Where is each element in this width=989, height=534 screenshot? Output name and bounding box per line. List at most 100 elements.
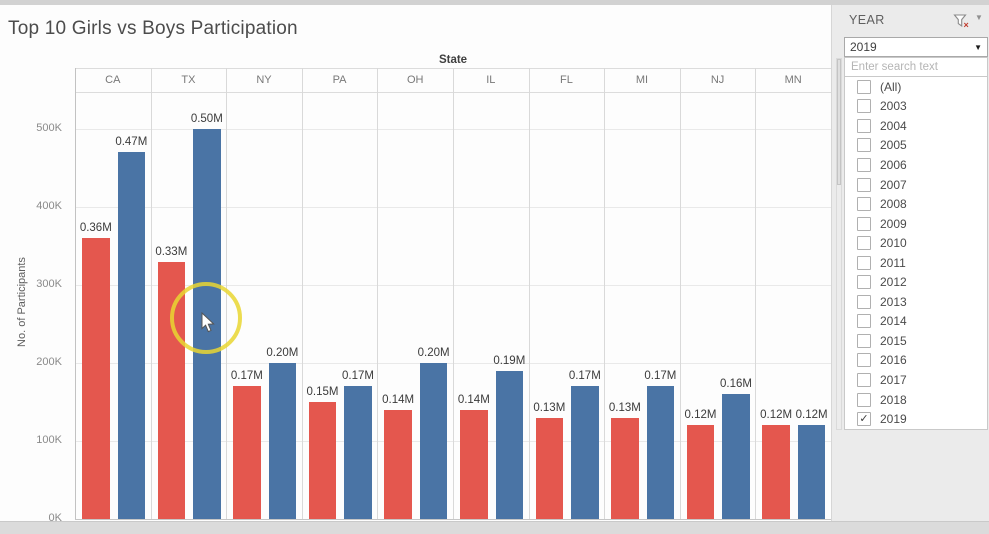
column-group-label: State <box>438 54 468 66</box>
bar-boys[interactable] <box>646 386 675 519</box>
year-checkbox[interactable]: ✓ <box>857 412 871 427</box>
year-checkbox[interactable] <box>857 99 871 114</box>
year-checkbox[interactable] <box>857 216 871 231</box>
year-checkbox[interactable] <box>857 372 871 387</box>
column-divider <box>377 68 379 519</box>
bar-boys[interactable] <box>722 394 750 519</box>
bar-boys[interactable] <box>419 363 448 519</box>
state-column-header: CA <box>105 74 121 86</box>
year-checkbox[interactable] <box>857 236 871 251</box>
bar-value-label: 0.17M <box>568 370 601 383</box>
y-axis-tick-label: 300K <box>36 278 62 290</box>
year-option-label: 2008 <box>880 197 907 212</box>
y-axis-tick-label: 500K <box>36 122 62 134</box>
year-dropdown-value: 2019 <box>850 40 877 54</box>
year-option-label: 2015 <box>880 333 907 348</box>
year-checkbox[interactable] <box>857 157 871 172</box>
bar-value-label: 0.17M <box>230 370 263 383</box>
filter-title: YEAR <box>849 13 885 27</box>
bar-girls[interactable] <box>308 402 337 519</box>
bar-value-label: 0.50M <box>190 113 223 125</box>
state-column-header: OH <box>406 74 424 86</box>
year-checkbox[interactable] <box>857 255 871 270</box>
year-option-label: 2013 <box>880 294 907 309</box>
year-option-row[interactable]: 2014 <box>845 312 987 332</box>
year-checkbox[interactable] <box>857 118 871 133</box>
column-divider <box>453 68 454 519</box>
year-option-row[interactable]: (All) <box>845 77 987 97</box>
year-option-label: 2006 <box>880 157 907 172</box>
filter-scrollbar[interactable] <box>836 58 842 430</box>
year-option-row[interactable]: 2009 <box>845 214 987 234</box>
bar-value-label: 0.14M <box>382 393 415 406</box>
year-option-row[interactable]: 2004 <box>845 116 987 136</box>
y-axis-tick-label: 200K <box>36 356 62 368</box>
y-axis-tick-label: 400K <box>36 200 62 212</box>
filter-exclude-icon[interactable]: × <box>953 13 970 29</box>
year-option-row[interactable]: 2015 <box>845 331 987 351</box>
year-option-row[interactable]: 2018 <box>845 390 987 410</box>
bar-girls[interactable] <box>82 238 110 519</box>
mouse-cursor <box>201 312 215 333</box>
year-checkbox[interactable] <box>857 138 871 153</box>
year-search-input[interactable] <box>844 57 988 77</box>
state-column-header: PA <box>332 74 347 86</box>
year-checkbox[interactable] <box>857 79 871 94</box>
bar-boys[interactable] <box>268 363 297 519</box>
bar-boys[interactable] <box>117 152 145 519</box>
year-checkbox[interactable] <box>857 314 871 329</box>
bar-girls[interactable] <box>535 417 564 519</box>
year-checkbox[interactable] <box>857 333 871 348</box>
state-column-header: TX <box>181 74 196 86</box>
bar-girls[interactable] <box>384 409 412 519</box>
year-option-label: 2009 <box>880 216 907 231</box>
bar-girls[interactable] <box>611 417 639 519</box>
year-option-row[interactable]: 2016 <box>845 351 987 371</box>
bar-boys[interactable] <box>797 425 826 519</box>
bar-boys[interactable] <box>495 370 523 519</box>
bar-girls[interactable] <box>686 425 715 519</box>
bar-girls[interactable] <box>762 425 790 519</box>
bar-value-label: 0.14M <box>457 393 490 406</box>
filter-menu-caret-icon[interactable]: ▼ <box>975 13 983 22</box>
year-option-label: 2014 <box>880 314 907 329</box>
year-option-row[interactable]: 2006 <box>845 155 987 175</box>
year-option-row[interactable]: 2007 <box>845 175 987 195</box>
bar-boys[interactable] <box>571 386 599 519</box>
chart-area: Top 10 Girls vs Boys Participation State… <box>0 5 832 524</box>
bar-value-label: 0.20M <box>417 347 450 359</box>
year-checkbox[interactable] <box>857 177 871 192</box>
year-option-row[interactable]: ✓ 2019 <box>845 409 987 429</box>
bar-value-label: 0.13M <box>608 401 641 414</box>
bar-chart-plot: 0K 100K 200K 300K 400K 500K CA 0.36M 0.47M TX 0.33… <box>0 5 832 524</box>
x-axis-line <box>75 519 831 520</box>
dropdown-caret-icon: ▼ <box>974 42 982 52</box>
bar-boys[interactable] <box>344 386 372 519</box>
column-divider <box>301 68 303 519</box>
column-divider <box>755 68 757 519</box>
year-option-row[interactable]: 2005 <box>845 136 987 156</box>
year-option-row[interactable]: 2017 <box>845 370 987 390</box>
year-checkbox[interactable] <box>857 275 871 290</box>
year-filter-panel: YEAR × ▼ 2019 ▼ (All) 2003 2004 2005 2006 200… <box>831 5 989 521</box>
bar-value-label: 0.33M <box>155 245 188 258</box>
year-option-row[interactable]: 2012 <box>845 272 987 292</box>
year-option-row[interactable]: 2008 <box>845 194 987 214</box>
year-dropdown[interactable]: 2019 ▼ <box>844 37 988 57</box>
year-option-row[interactable]: 2011 <box>845 253 987 273</box>
year-checkbox[interactable] <box>857 392 871 407</box>
bar-value-label: 0.12M <box>760 409 793 422</box>
year-checkbox[interactable] <box>857 353 871 368</box>
bar-value-label: 0.47M <box>115 136 148 149</box>
scrollbar-thumb[interactable] <box>837 59 841 185</box>
year-checkbox[interactable] <box>857 294 871 309</box>
year-option-row[interactable]: 2003 <box>845 97 987 117</box>
window-top-strip <box>0 0 989 5</box>
click-highlight <box>170 282 242 354</box>
year-checkbox[interactable] <box>857 197 871 212</box>
bar-girls[interactable] <box>233 386 261 519</box>
year-option-row[interactable]: 2013 <box>845 292 987 312</box>
year-option-label: 2004 <box>880 118 907 133</box>
bar-girls[interactable] <box>460 409 488 519</box>
year-option-row[interactable]: 2010 <box>845 233 987 253</box>
